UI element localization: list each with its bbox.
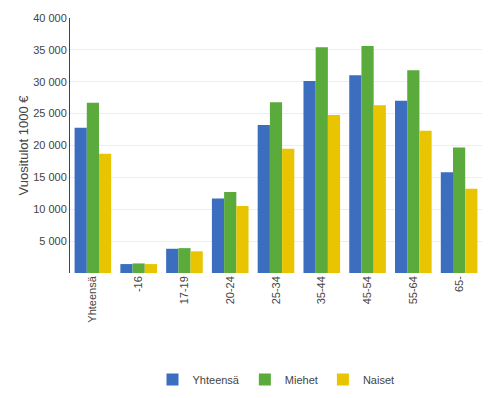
svg-text:25-34: 25-34: [270, 276, 282, 304]
svg-text:40 000: 40 000: [33, 12, 67, 24]
svg-text:15 000: 15 000: [33, 171, 67, 183]
svg-text:-16: -16: [132, 276, 144, 292]
svg-text:Yhteensä: Yhteensä: [193, 374, 240, 386]
svg-text:20 000: 20 000: [33, 139, 67, 151]
svg-text:35-44: 35-44: [315, 276, 327, 304]
svg-text:5 000: 5 000: [39, 235, 67, 247]
svg-text:25 000: 25 000: [33, 107, 67, 119]
svg-text:17-19: 17-19: [178, 276, 190, 304]
svg-text:45-54: 45-54: [361, 276, 373, 304]
svg-text:Naiset: Naiset: [363, 374, 394, 386]
svg-text:20-24: 20-24: [224, 276, 236, 304]
svg-text:55-64: 55-64: [407, 276, 419, 304]
svg-text:Vuositulot 1000 €: Vuositulot 1000 €: [16, 95, 31, 196]
svg-text:65-: 65-: [453, 276, 465, 292]
svg-text:Yhteensä: Yhteensä: [86, 275, 98, 322]
svg-text:30 000: 30 000: [33, 76, 67, 88]
svg-text:10 000: 10 000: [33, 203, 67, 215]
svg-text:Miehet: Miehet: [285, 374, 318, 386]
svg-text:35 000: 35 000: [33, 44, 67, 56]
